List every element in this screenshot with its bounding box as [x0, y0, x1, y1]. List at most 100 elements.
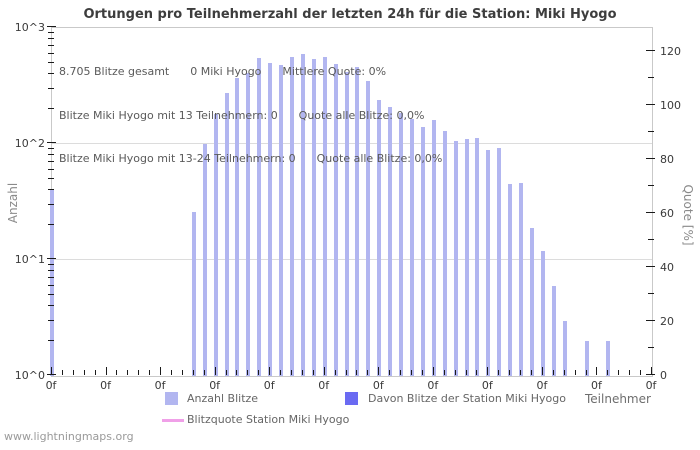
- legend-swatch-davon-station: [345, 392, 358, 405]
- bar-anzahl-blitze: [355, 67, 360, 376]
- y-axis-major-tick: [47, 258, 56, 259]
- x-axis-minor-tick: [280, 370, 282, 375]
- x-axis-minor-tick: [127, 370, 129, 375]
- x-axis-minor-tick: [258, 370, 260, 375]
- y-axis-minor-tick: [48, 32, 54, 34]
- bar-anzahl-blitze: [508, 184, 513, 376]
- bar-anzahl-blitze: [311, 59, 316, 376]
- x-axis-tick-label: 0f: [427, 379, 439, 392]
- x-axis-minor-tick: [520, 370, 522, 375]
- y-axis-minor-tick: [48, 177, 54, 179]
- bar-anzahl-blitze: [333, 64, 338, 376]
- x-axis-minor-tick: [203, 370, 205, 375]
- bar-anzahl-blitze: [399, 113, 404, 376]
- x-axis-minor-tick: [400, 370, 402, 375]
- bar-anzahl-blitze: [519, 183, 524, 376]
- x-axis-tick-label: 0f: [645, 379, 657, 392]
- gridline-decade: [52, 259, 652, 260]
- x-axis-major-tick: [51, 367, 52, 375]
- x-axis-minor-tick: [454, 370, 456, 375]
- bar-anzahl-blitze: [431, 120, 436, 376]
- x-axis-tick-label: 0f: [372, 379, 384, 392]
- x-axis-minor-tick: [94, 370, 96, 375]
- y2-axis-minor-tick: [648, 239, 654, 240]
- bar-anzahl-blitze: [497, 148, 502, 376]
- x-axis-major-tick: [651, 367, 652, 375]
- legend-label-davon-station: Davon Blitze der Station Miki Hyogo: [368, 392, 566, 405]
- y-axis-minor-tick: [48, 154, 54, 156]
- y-axis-tick-label: 10^1: [14, 253, 45, 266]
- y2-axis-title: Quote [%]: [681, 184, 695, 246]
- info-line-1: 8.705 Blitze gesamt 0 Miki Hyogo Mittler…: [59, 65, 387, 78]
- x-axis-minor-tick: [83, 370, 85, 375]
- y2-axis-minor-tick: [648, 185, 654, 186]
- y-axis-minor-tick: [48, 224, 54, 226]
- x-axis-tick-label: 0f: [318, 379, 330, 392]
- y2-axis-major-tick: [646, 104, 655, 105]
- x-axis-minor-tick: [531, 370, 532, 375]
- legend-swatch-anzahl-blitze: [165, 392, 178, 405]
- x-axis-minor-tick: [629, 370, 631, 375]
- bar-anzahl-blitze: [584, 341, 589, 376]
- x-axis-minor-tick: [72, 370, 74, 375]
- y-axis-minor-tick: [48, 61, 54, 63]
- bar-anzahl-blitze: [191, 212, 196, 376]
- x-axis-tick-label: 0f: [45, 379, 57, 392]
- x-axis-minor-tick: [563, 370, 565, 375]
- x-axis-minor-tick: [389, 370, 391, 375]
- bar-anzahl-blitze: [540, 251, 545, 376]
- bar-anzahl-blitze: [246, 73, 251, 376]
- y2-axis-major-tick: [646, 374, 655, 375]
- bar-anzahl-blitze: [530, 228, 534, 376]
- y2-axis-minor-tick: [648, 347, 654, 348]
- y2-axis-tick-label: 0: [660, 369, 667, 382]
- y-axis-tick-label: 10^3: [14, 21, 45, 34]
- y-axis-minor-tick: [48, 52, 54, 54]
- x-axis-major-tick: [378, 367, 380, 375]
- x-axis-minor-tick: [312, 370, 314, 375]
- x-axis-minor-tick: [367, 370, 369, 375]
- y-axis-minor-tick: [48, 264, 54, 266]
- x-axis-minor-tick: [607, 370, 609, 375]
- x-axis-major-tick: [596, 367, 598, 375]
- x-axis-minor-tick: [356, 370, 358, 375]
- x-axis-minor-tick: [640, 370, 642, 375]
- plot-area: [50, 27, 653, 377]
- bar-anzahl-blitze: [257, 58, 262, 376]
- bar-anzahl-blitze: [50, 190, 54, 376]
- bar-anzahl-blitze: [486, 150, 491, 376]
- y-axis-minor-tick: [48, 270, 54, 272]
- y-axis-minor-tick: [48, 203, 54, 205]
- x-axis-tick-label: 0f: [536, 379, 548, 392]
- bar-anzahl-blitze: [562, 321, 567, 376]
- x-axis-minor-tick: [171, 370, 172, 375]
- y-axis-minor-tick: [48, 38, 54, 40]
- x-axis-minor-tick: [443, 370, 445, 375]
- x-axis-minor-tick: [345, 370, 347, 375]
- bar-anzahl-blitze: [322, 57, 327, 376]
- y-axis-major-tick: [47, 26, 56, 27]
- bar-anzahl-blitze: [377, 100, 382, 376]
- bar-anzahl-blitze: [224, 93, 229, 376]
- bar-anzahl-blitze: [442, 131, 447, 376]
- y2-axis-tick-label: 60: [660, 207, 674, 220]
- info-line-3: Blitze Miki Hyogo mit 13-24 Teilnehmern:…: [59, 152, 443, 165]
- info-line-2: Blitze Miki Hyogo mit 13 Teilnehmern: 0 …: [59, 108, 425, 122]
- bar-anzahl-blitze: [464, 139, 469, 376]
- legend-label-blitzquote: Blitzquote Station Miki Hyogo: [187, 413, 350, 426]
- y2-axis-minor-tick: [648, 77, 654, 78]
- x-axis-major-tick: [323, 367, 325, 375]
- bar-anzahl-blitze: [290, 57, 294, 376]
- y-axis-minor-tick: [48, 108, 54, 110]
- x-axis-minor-tick: [61, 370, 63, 375]
- legend-label-anzahl-blitze: Anzahl Blitze: [187, 392, 259, 405]
- y2-axis-major-tick: [646, 212, 655, 213]
- bar-anzahl-blitze: [453, 141, 458, 376]
- x-axis-minor-tick: [334, 370, 336, 375]
- y2-axis-tick-label: 100: [660, 99, 681, 112]
- y2-axis-tick-label: 120: [660, 45, 681, 58]
- x-axis-minor-tick: [236, 370, 238, 375]
- x-axis-tick-label: 0f: [481, 379, 493, 392]
- x-axis-title: Teilnehmer: [585, 392, 651, 406]
